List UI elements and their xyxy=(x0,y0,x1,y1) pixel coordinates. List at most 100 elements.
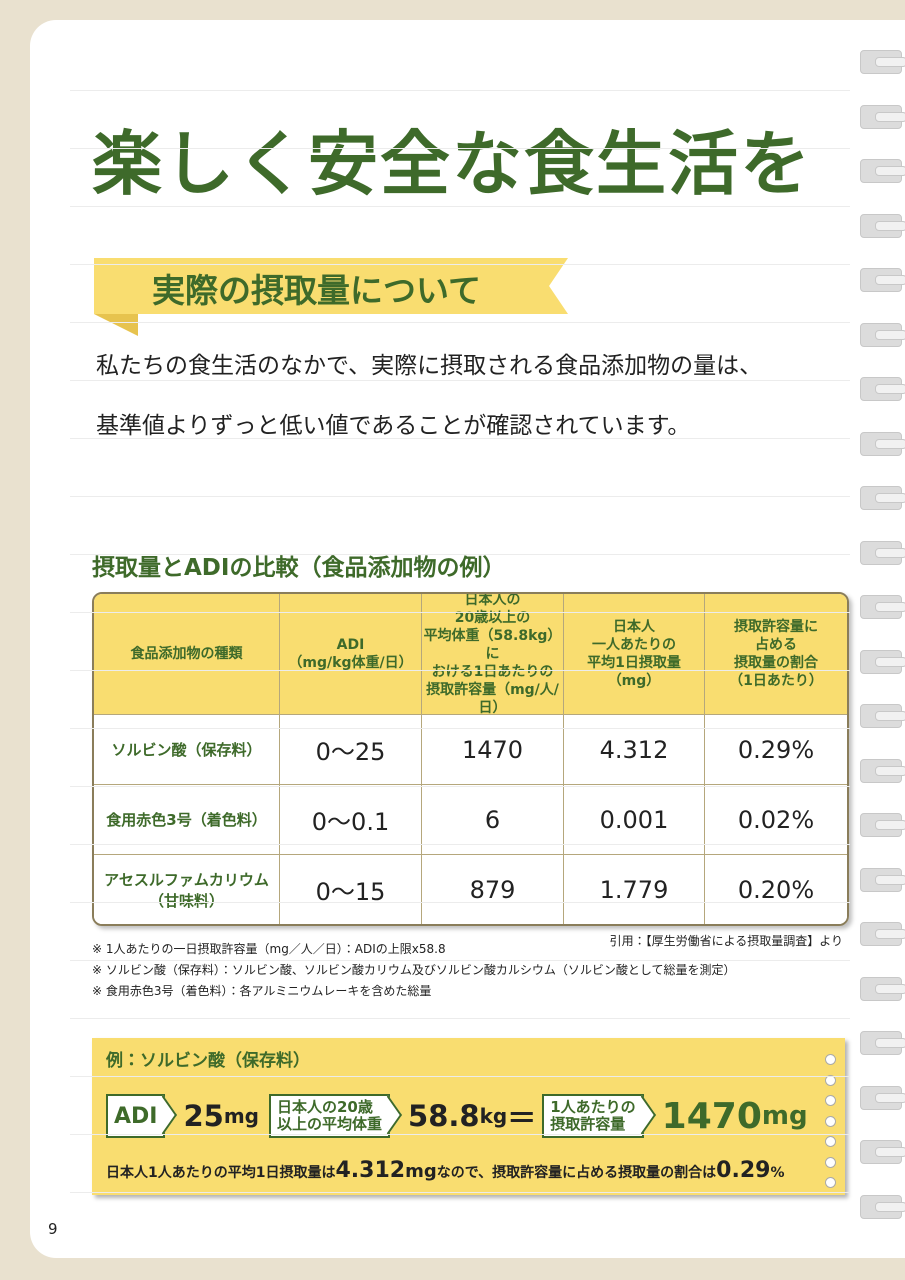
cell: 4.312 xyxy=(564,715,705,785)
binder-ring xyxy=(860,1194,905,1219)
binder-ring xyxy=(860,377,905,401)
row-name-line: アセスルファムカリウム xyxy=(104,870,269,889)
binder-ring xyxy=(860,1140,905,1164)
header-cell: 日本人の 20歳以上の 平均体重（58.8kg）に おける1日あたりの 摂取許容量（mg… xyxy=(422,592,564,716)
ruled-line xyxy=(70,960,850,961)
punch-hole xyxy=(825,1074,836,1086)
result-label: 摂取許容量 xyxy=(550,1115,626,1133)
adi-box: ADI xyxy=(106,1094,166,1138)
row-name-line: （甘味料） xyxy=(148,891,224,910)
ruled-line xyxy=(70,148,850,149)
equals: ＝ xyxy=(507,1101,537,1135)
ruled-line xyxy=(70,380,850,381)
ruled-line xyxy=(70,496,850,497)
intro-line: 私たちの食生活のなかで、実際に摂取される食品添加物の量は、 xyxy=(96,353,763,379)
cell: 879 xyxy=(422,855,564,924)
header-line: 占める xyxy=(755,637,797,653)
punch-hole xyxy=(825,1177,836,1188)
ruled-line xyxy=(70,728,850,729)
header-line: 摂取許容量に xyxy=(734,619,818,635)
adi-value: 25 xyxy=(183,1099,224,1133)
ruled-line xyxy=(70,1076,850,1077)
note: ※ 1人あたりの一日摂取許容量（mg／人／日）：ADIの上限x58.8 xyxy=(92,942,446,956)
ruled-line xyxy=(70,554,850,555)
binder-ring xyxy=(860,268,905,292)
cell: 1.779 xyxy=(564,855,705,924)
cell: 0.02% xyxy=(705,785,847,855)
ruled-line xyxy=(70,1134,850,1135)
formula: ADI 25 mg 日本人の20歳 以上の平均体重 58.8 kg ＝ 1人あたり… xyxy=(106,1094,818,1138)
header-line: （mg） xyxy=(607,673,661,689)
row-name-line: ソルビン酸（保存料） xyxy=(111,741,262,759)
row-name: アセスルファムカリウム （甘味料） xyxy=(94,855,280,924)
header-line: 20歳以上の xyxy=(454,610,531,626)
header-line: ADI xyxy=(336,637,365,653)
header-line: 日本人 xyxy=(613,619,655,635)
row-name: 食用赤色3号（着色料） xyxy=(94,785,280,855)
binder-ring xyxy=(860,922,905,946)
cell: 0〜15 xyxy=(280,855,422,924)
cell: 0.29% xyxy=(705,715,847,785)
punch-hole xyxy=(825,1115,836,1127)
header-cell: 摂取許容量に 占める 摂取量の割合 （1日あたり） xyxy=(705,594,847,715)
binder-ring xyxy=(860,649,905,674)
binder-ring xyxy=(860,104,905,129)
binder-ring xyxy=(860,976,905,1001)
ruled-line xyxy=(70,844,850,845)
note: ※ 食用赤色3号（着色料）：各アルミニウムレーキを含めた総量 xyxy=(92,984,432,998)
ruled-line xyxy=(70,438,850,439)
ruled-line xyxy=(70,612,850,613)
ruled-line xyxy=(70,322,850,323)
adi-unit: mg xyxy=(223,1104,259,1128)
ribbon xyxy=(94,258,568,314)
header-line: 摂取許容量（mg/人/日） xyxy=(426,682,559,716)
sentence-middle: なので、摂取許容量に占める摂取量の割合は xyxy=(436,1165,717,1181)
punch-hole xyxy=(825,1054,836,1065)
ruled-line xyxy=(70,264,850,265)
ratio: 0.29 xyxy=(716,1158,771,1183)
example-box: 例：ソルビン酸（保存料） ADI 25 mg 日本人の20歳 以上の平均体重 58… xyxy=(92,1038,845,1195)
punch-hole xyxy=(825,1156,836,1168)
binder-ring xyxy=(860,758,905,783)
result-value: 1470 xyxy=(661,1095,762,1137)
cell: 0.001 xyxy=(564,785,705,855)
binder-ring xyxy=(860,867,905,892)
note: ※ ソルビン酸（保存料）：ソルビン酸、ソルビン酸カリウム及びソルビン酸カルシウム… xyxy=(92,963,736,977)
binder-ring xyxy=(860,159,905,183)
ruled-line xyxy=(70,90,850,91)
binder-ring xyxy=(860,813,905,837)
ruled-line xyxy=(70,902,850,903)
sentence: 日本人1人あたりの平均1日摂取量は4.312mgなので、摂取許容量に占める摂取量… xyxy=(106,1158,784,1183)
header-cell: 日本人 一人あたりの 平均1日摂取量 （mg） xyxy=(564,594,705,715)
section-heading: 実際の摂取量について xyxy=(152,271,482,310)
binder-ring xyxy=(860,595,905,619)
binder-ring xyxy=(860,1031,905,1055)
page-number: 9 xyxy=(48,1220,58,1238)
binder-ring xyxy=(860,540,905,565)
header-line: 平均体重（58.8kg）に xyxy=(423,628,562,662)
header-cell: 食品添加物の種類 xyxy=(94,594,280,715)
weight-value: 58.8 xyxy=(408,1099,480,1133)
cell: 0〜0.1 xyxy=(280,785,422,855)
weight-label: 以上の平均体重 xyxy=(277,1115,383,1133)
cell: 0.20% xyxy=(705,855,847,924)
binder-ring xyxy=(860,213,905,238)
row-name-line: 食用赤色3号（着色料） xyxy=(106,811,267,829)
ratio-unit: % xyxy=(770,1165,785,1181)
result-unit: mg xyxy=(761,1101,808,1131)
table-title: 摂取量とADIの比較（食品添加物の例） xyxy=(92,555,506,581)
header-line: 食品添加物の種類 xyxy=(130,646,243,662)
source: 引用：【厚生労働省による摂取量調査】より xyxy=(609,934,843,948)
header-line: 平均1日摂取量 xyxy=(587,655,681,671)
example-label: 例：ソルビン酸（保存料） xyxy=(106,1051,310,1071)
weight-label: 日本人の20歳 xyxy=(277,1098,373,1116)
header-line: 日本人の xyxy=(464,592,521,608)
ruled-line xyxy=(70,786,850,787)
header-line: 摂取量の割合 xyxy=(734,655,818,671)
header-cell: ADI （mg/kg体重/日） xyxy=(280,594,422,715)
ruled-line xyxy=(70,1192,850,1193)
intro-line: 基準値よりずっと低い値であることが確認されています。 xyxy=(96,413,691,439)
ruled-line xyxy=(70,1018,850,1019)
